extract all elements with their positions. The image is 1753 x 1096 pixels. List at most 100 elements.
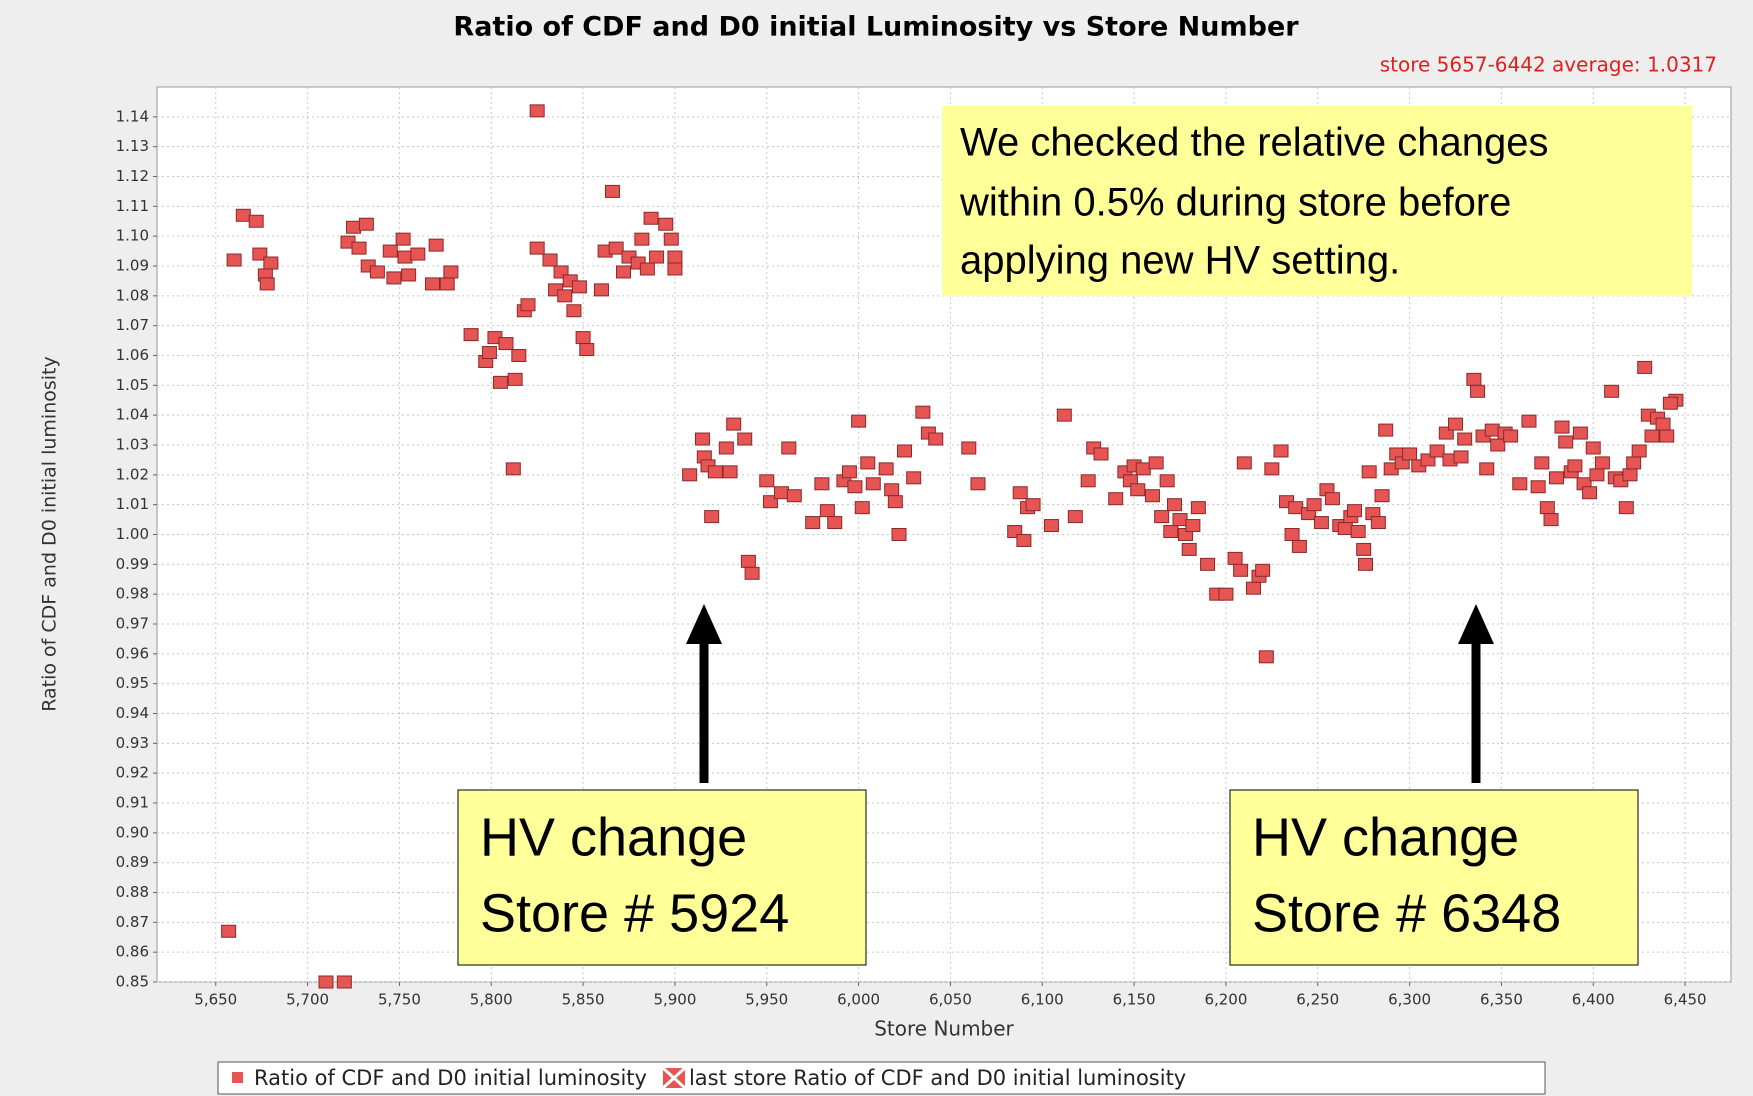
point: [1218, 587, 1234, 601]
x-tick-label: 6,400: [1572, 991, 1615, 1009]
point: [424, 277, 440, 291]
point: [851, 414, 867, 428]
point: [1378, 423, 1394, 437]
y-tick-label: 1.07: [116, 316, 149, 334]
y-tick-label: 0.90: [116, 823, 149, 841]
legend-label: last store Ratio of CDF and D0 initial l…: [689, 1066, 1186, 1090]
point: [1490, 438, 1506, 452]
y-tick-label: 1.10: [116, 227, 149, 245]
y-tick-label: 0.89: [116, 853, 149, 871]
point: [1589, 468, 1605, 482]
annotation-box: [942, 106, 1692, 296]
point: [263, 256, 279, 270]
point: [1245, 581, 1261, 595]
point: [704, 510, 720, 524]
point: [1346, 504, 1362, 518]
point: [970, 477, 986, 491]
point: [1655, 417, 1671, 431]
point: [1457, 432, 1473, 446]
point: [928, 432, 944, 446]
point: [1453, 450, 1469, 464]
point: [1190, 501, 1206, 515]
x-tick-label: 5,850: [562, 991, 605, 1009]
y-tick-label: 1.06: [116, 346, 149, 364]
y-tick-label: 1.08: [116, 286, 149, 304]
y-axis-title: Ratio of CDF and D0 initial luminosity: [39, 356, 61, 712]
point: [718, 441, 734, 455]
point: [369, 265, 385, 279]
point: [579, 343, 595, 357]
point: [841, 465, 857, 479]
point: [1484, 423, 1500, 437]
annotation-box: [457, 789, 867, 966]
point: [1025, 498, 1041, 512]
point: [401, 268, 417, 282]
point: [1429, 444, 1445, 458]
legend: Ratio of CDF and D0 initial luminosity la…: [217, 1061, 1546, 1095]
point: [667, 262, 683, 276]
x-tick-label: 6,250: [1296, 991, 1339, 1009]
y-tick-label: 0.87: [116, 913, 149, 931]
point: [1185, 519, 1201, 533]
point: [318, 975, 334, 989]
point: [1466, 372, 1482, 386]
point: [744, 566, 760, 580]
y-tick-label: 0.94: [116, 704, 149, 722]
point: [1159, 474, 1175, 488]
point: [1313, 516, 1329, 530]
annotation-text: HV change: [480, 807, 747, 867]
y-tick-label: 1.00: [116, 525, 149, 543]
point: [1402, 447, 1418, 461]
y-tick-label: 1.01: [116, 495, 149, 513]
point: [1530, 480, 1546, 494]
y-tick-label: 1.14: [116, 107, 149, 125]
x-tick-label: 5,900: [653, 991, 696, 1009]
point: [346, 220, 362, 234]
legend-box: [217, 1061, 1546, 1095]
point: [358, 217, 374, 231]
point: [1512, 477, 1528, 491]
point: [1350, 525, 1366, 539]
y-tick-label: 0.96: [116, 644, 149, 662]
legend-marker-cross: [661, 1066, 686, 1090]
point: [410, 247, 426, 261]
point: [1227, 551, 1243, 565]
y-tick-label: 1.09: [116, 257, 149, 275]
point: [1233, 563, 1249, 577]
y-tick-label: 0.97: [116, 615, 149, 633]
point: [1356, 542, 1372, 556]
y-tick-label: 0.98: [116, 585, 149, 603]
point: [566, 304, 582, 318]
y-tick-label: 1.12: [116, 167, 149, 185]
point: [1016, 533, 1032, 547]
point: [1534, 456, 1550, 470]
point: [395, 232, 411, 246]
point: [507, 372, 523, 386]
point: [865, 477, 881, 491]
point: [542, 253, 558, 267]
x-tick-label: 5,650: [194, 991, 237, 1009]
point: [1549, 471, 1565, 485]
chart-subtitle: store 5657-6442 average: 1.0317: [1380, 53, 1717, 77]
x-tick-label: 6,300: [1388, 991, 1431, 1009]
x-tick-label: 5,750: [378, 991, 421, 1009]
point: [1043, 519, 1059, 533]
point: [1503, 429, 1519, 443]
point: [1558, 435, 1574, 449]
legend-label: Ratio of CDF and D0 initial luminosity: [254, 1066, 647, 1090]
point: [443, 265, 459, 279]
point: [1163, 525, 1179, 539]
point: [722, 465, 738, 479]
point: [1067, 510, 1083, 524]
point: [604, 184, 620, 198]
point: [1567, 459, 1583, 473]
point: [762, 495, 778, 509]
point: [887, 495, 903, 509]
annotation-text: within 0.5% during store before: [959, 181, 1511, 225]
point: [252, 247, 268, 261]
point: [1358, 557, 1374, 571]
point: [529, 241, 545, 255]
x-tick-label: 5,700: [286, 991, 329, 1009]
y-tick-label: 0.95: [116, 674, 149, 692]
